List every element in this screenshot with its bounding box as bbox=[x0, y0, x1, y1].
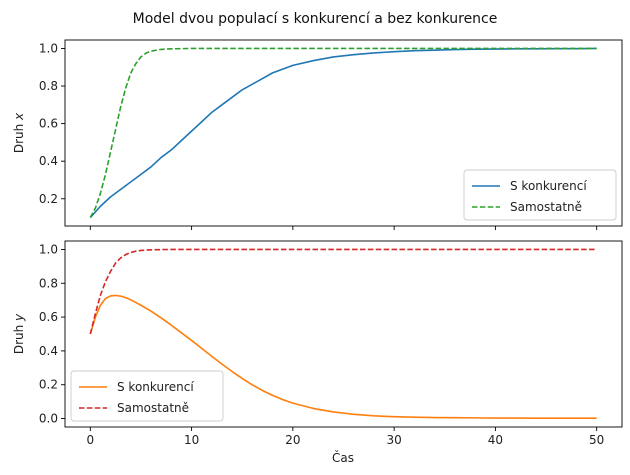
y-axis-label-text: Druh bbox=[12, 321, 26, 354]
y-axis-label-variable: y bbox=[12, 313, 26, 322]
y-axis-label: Druh y bbox=[12, 313, 26, 354]
series-line-samostatne bbox=[89, 47, 597, 218]
y-tick-label: 0.6 bbox=[39, 117, 58, 131]
legend-label: Samostatně bbox=[117, 401, 189, 415]
bottom-subplot: 0 10 20 30 40 50 0.0 0.2 0.4 0.6 0.8 1.0 Druh y S kon… bbox=[12, 240, 623, 447]
x-tick-label: 10 bbox=[184, 433, 199, 447]
y-axis-label: Druh x bbox=[12, 112, 26, 153]
figure-title: Model dvou populací s konkurencí a bez k… bbox=[133, 11, 498, 27]
x-tick-label: 50 bbox=[589, 433, 604, 447]
y-axis-label-text: Druh bbox=[12, 120, 26, 153]
y-axis-label-variable: x bbox=[12, 112, 26, 121]
top-subplot: 0.2 0.4 0.6 0.8 1.0 Druh x S konkurencí Samosta… bbox=[12, 39, 623, 230]
series-line-samostatne bbox=[89, 248, 597, 335]
y-tick-label: 0.8 bbox=[39, 276, 58, 290]
legend-label: Samostatně bbox=[510, 200, 582, 214]
x-axis-label: Čas bbox=[332, 450, 354, 465]
legend-box bbox=[70, 370, 224, 422]
y-tick-label: 0.2 bbox=[39, 378, 58, 392]
legend: S konkurencí Samostatně bbox=[463, 169, 617, 221]
x-tick-label: 30 bbox=[386, 433, 401, 447]
y-tick-label: 1.0 bbox=[39, 242, 58, 256]
x-tick-label: 40 bbox=[488, 433, 503, 447]
y-tick-label: 0.0 bbox=[39, 412, 58, 426]
x-tick-label: 20 bbox=[285, 433, 300, 447]
legend-label: S konkurencí bbox=[117, 380, 194, 394]
series-line-s-konkurenci bbox=[89, 294, 597, 420]
y-tick-label: 0.6 bbox=[39, 310, 58, 324]
axes-frame bbox=[64, 39, 623, 227]
y-tick-label: 0.4 bbox=[39, 154, 58, 168]
y-tick-label: 0.8 bbox=[39, 79, 58, 93]
y-tick-label: 0.2 bbox=[39, 192, 58, 206]
legend: S konkurencí Samostatně bbox=[70, 370, 224, 422]
y-tick-label: 0.4 bbox=[39, 344, 58, 358]
legend-label: S konkurencí bbox=[510, 179, 587, 193]
y-tick-label: 1.0 bbox=[39, 41, 58, 55]
axes-frame bbox=[64, 240, 623, 428]
x-tick-label: 0 bbox=[86, 433, 94, 447]
legend-box bbox=[463, 169, 617, 221]
